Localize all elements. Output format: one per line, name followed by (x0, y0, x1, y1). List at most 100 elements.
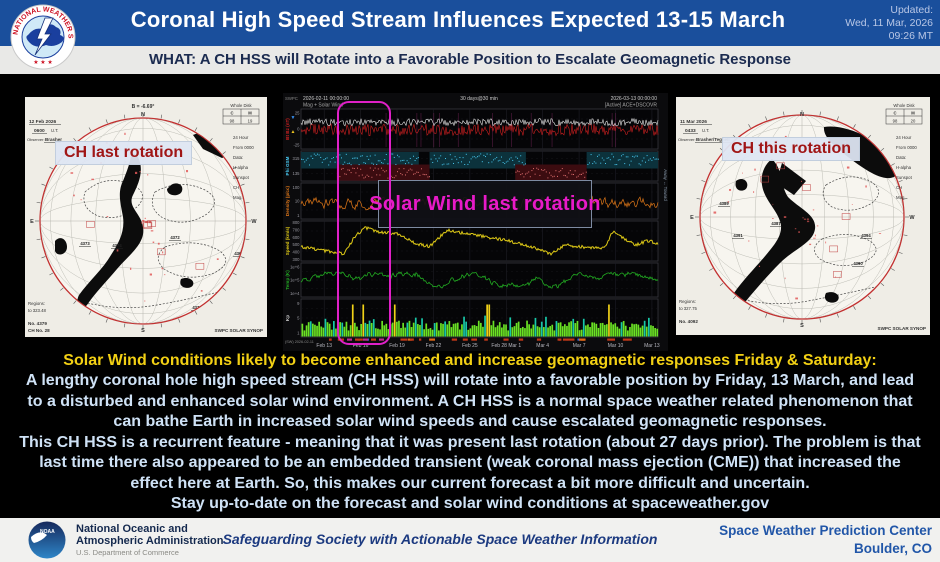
phi-dot (617, 159, 619, 161)
phi-dot (430, 158, 432, 160)
kp-bar (543, 327, 545, 337)
swpc-org-block: Space Weather Prediction Center Boulder,… (719, 522, 932, 558)
kp-bar (398, 320, 400, 337)
phi-dot (413, 173, 414, 175)
kp-bar (459, 329, 461, 337)
coronal-hole-shape (77, 153, 144, 308)
phi-dot (477, 156, 478, 158)
kp-bar (482, 326, 484, 337)
footer-bar: NOAA National Oceanic and Atmospheric Ad… (0, 518, 940, 562)
phi-dot (456, 158, 458, 160)
kp-bar (354, 322, 356, 337)
active-region-box (776, 162, 785, 170)
kp-bar (438, 330, 440, 337)
event-strip-mark (429, 338, 435, 341)
phi-dot (480, 153, 482, 155)
phi-dot (464, 164, 466, 166)
limb-tick (709, 163, 713, 166)
phi-dot (416, 171, 418, 173)
side-item: Mag. (896, 195, 906, 200)
phi-toward-band (429, 152, 526, 169)
kp-bar (475, 326, 478, 337)
kp-bar (595, 323, 598, 337)
phi-dot (485, 156, 486, 158)
phi-dot (502, 162, 504, 164)
kp-bar (570, 321, 572, 337)
phi-dot (568, 172, 570, 174)
y-tick: 1 (297, 331, 300, 336)
kp-bar (553, 330, 556, 337)
map-credit: SWPC SOLAR SYNOP (215, 328, 264, 333)
phi-dot (536, 167, 538, 169)
noaa-line2: Atmospheric Administration (76, 535, 224, 547)
drawn-number: No. 4379 (28, 321, 47, 326)
plage-speckle (80, 199, 82, 201)
limb-tick (748, 124, 751, 128)
kp-bar (484, 315, 486, 337)
plage-speckle (878, 233, 882, 234)
plage-speckle (835, 276, 837, 278)
noaa-gull-shape (31, 532, 47, 543)
phi-dot (397, 171, 398, 173)
kp-bar (345, 321, 348, 337)
kp-bar (599, 323, 602, 337)
phi-dot (325, 158, 326, 160)
y-tick: 135 (293, 171, 301, 176)
phi-dot (361, 155, 363, 157)
kp-bar (360, 323, 362, 337)
limb-tick (178, 119, 181, 124)
kp-bar (396, 321, 398, 337)
plage-speckle (807, 218, 809, 221)
phi-dot (385, 170, 387, 172)
kp-bar (650, 325, 652, 337)
phi-dot (379, 160, 381, 162)
table-col: C (893, 111, 896, 116)
forecast-paragraph-1: A lengthy coronal hole high speed stream… (25, 372, 915, 430)
phi-dot (304, 161, 306, 163)
phi-dot (416, 157, 418, 159)
event-strip-mark (407, 338, 412, 341)
phi-dot (365, 176, 366, 178)
phi-dot (353, 157, 355, 159)
phi-dot (576, 176, 578, 178)
kp-bar (431, 329, 434, 337)
kp-bar (427, 328, 430, 337)
phi-dot (422, 173, 424, 175)
kp-bar (456, 322, 459, 337)
phi-dot (523, 176, 525, 178)
limb-tick (836, 313, 839, 318)
phi-dot (411, 163, 413, 165)
kp-bar (429, 328, 432, 337)
phi-dot (550, 174, 552, 176)
limb-tick (36, 238, 41, 241)
plage-speckle (783, 216, 787, 218)
plage-speckle (106, 216, 109, 218)
limb-tick (765, 116, 768, 121)
phi-dot (438, 157, 440, 159)
kp-bar (488, 304, 491, 337)
plage-speckle (161, 267, 164, 270)
map-time: 0433 (685, 128, 696, 134)
kp-bar (333, 321, 335, 337)
phi-dot (435, 158, 437, 160)
side-item: H-alpha (233, 165, 249, 170)
limb-tick (222, 151, 226, 155)
phi-dot (358, 164, 360, 166)
kp-bar (656, 328, 659, 337)
side-item: From 0000 (896, 145, 917, 150)
plage-speckle (152, 241, 155, 243)
phi-dot (501, 156, 502, 158)
kp-bar (305, 325, 308, 337)
phi-dot (350, 164, 352, 166)
kp-bar (559, 322, 562, 337)
phi-dot (654, 158, 656, 160)
event-strip-mark (536, 338, 542, 341)
event-strip-mark (607, 338, 616, 341)
phi-dot (453, 162, 454, 164)
kp-bar (320, 326, 323, 337)
kp-bar (555, 321, 558, 337)
plage-speckle (753, 191, 755, 193)
phi-dot (625, 156, 627, 158)
map-credit: SWPC SOLAR SYNOP (878, 326, 927, 331)
phi-dot (406, 160, 408, 162)
